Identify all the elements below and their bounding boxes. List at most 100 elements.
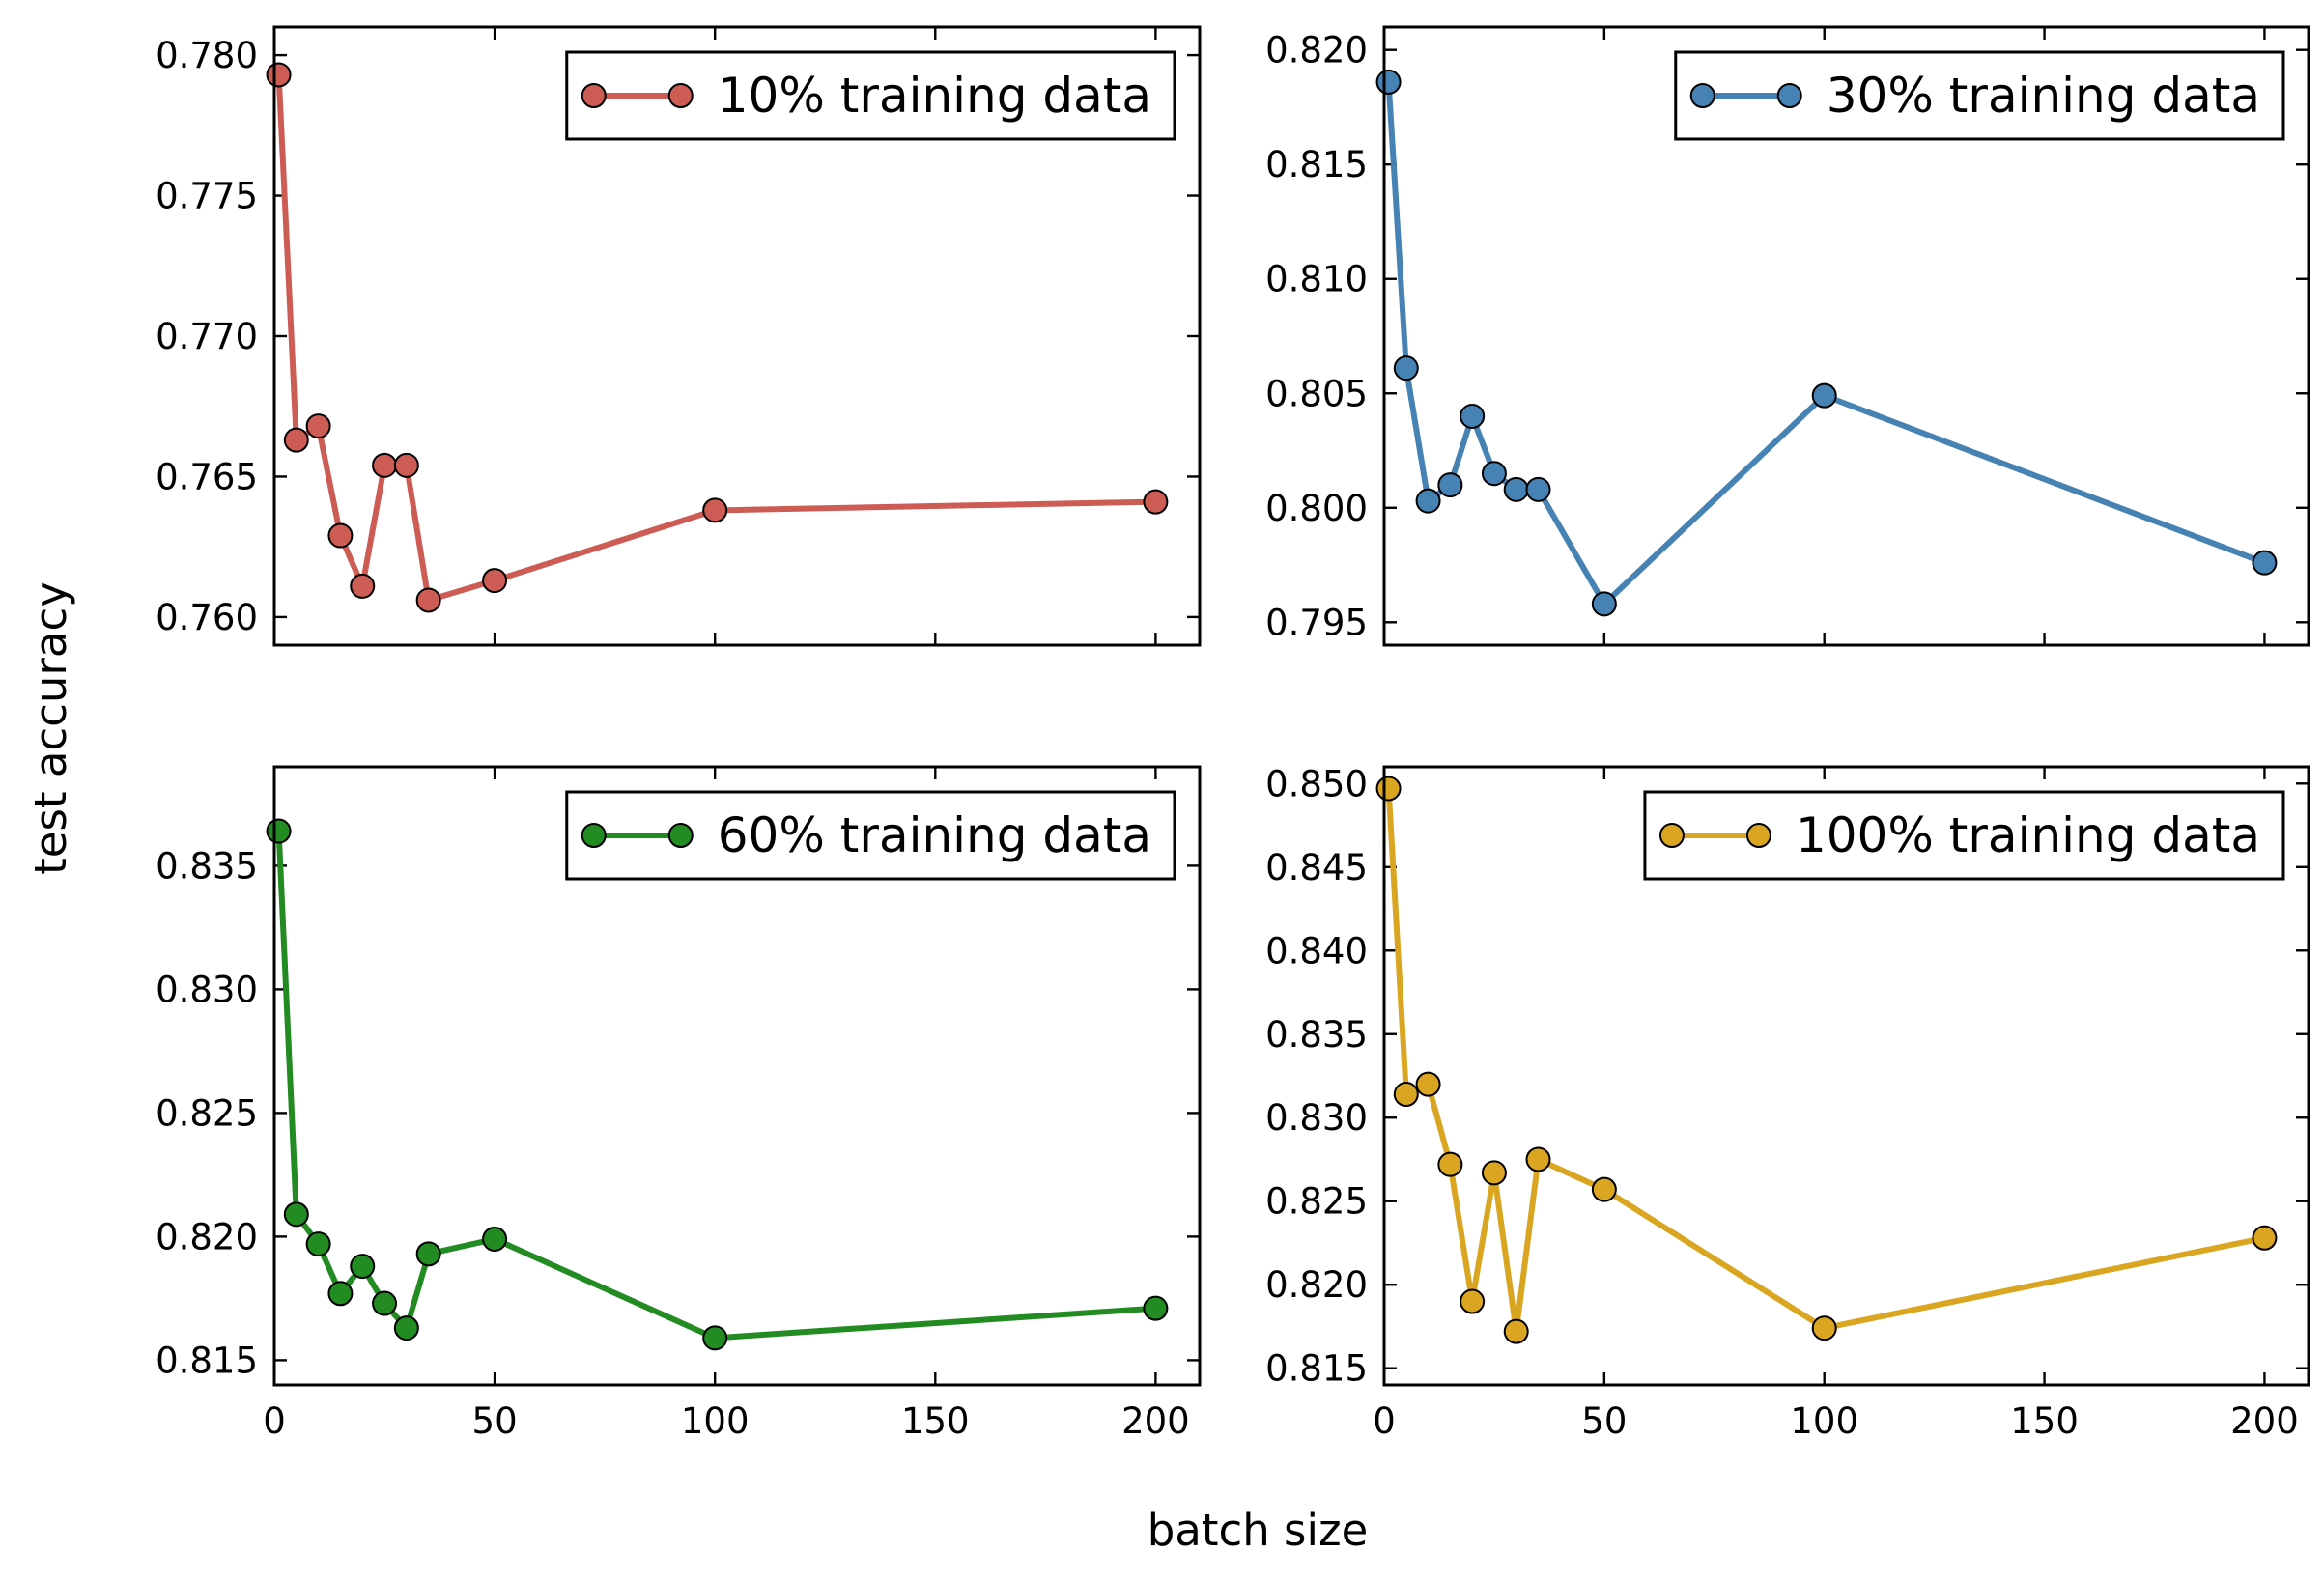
chart-panel-10pct: 0.760 0.765 0.770 0.775 0.780 10% training da… <box>156 25 1202 647</box>
data-point <box>327 1281 354 1307</box>
y-tick-label: 0.830 <box>1265 1097 1368 1139</box>
legend: 30% training data <box>1674 50 2285 141</box>
data-point <box>2252 1225 2278 1251</box>
x-axis-label: batch size <box>1148 1505 1369 1556</box>
legend-label: 100% training data <box>1796 807 2260 863</box>
data-point <box>702 1325 728 1351</box>
data-point <box>2252 550 2278 576</box>
x-tick-label: 50 <box>1581 1400 1627 1442</box>
y-tick-label: 0.825 <box>1265 1181 1368 1223</box>
y-tick-label: 0.835 <box>156 845 258 887</box>
legend-label: 60% training data <box>718 807 1151 863</box>
y-tick-label: 0.820 <box>1265 1264 1368 1306</box>
y-axis-label: test accuracy <box>25 581 76 875</box>
x-tick-label: 200 <box>2230 1400 2299 1442</box>
legend-marker <box>1776 83 1802 108</box>
data-point <box>372 1290 398 1316</box>
y-tick-label: 0.815 <box>1265 144 1368 185</box>
y-tick-label: 0.770 <box>156 316 258 357</box>
y-tick-label: 0.850 <box>1265 763 1368 805</box>
x-tick-label: 0 <box>1373 1400 1396 1442</box>
series-line-30pct <box>1385 81 2266 607</box>
data-point <box>1481 461 1507 487</box>
y-tick-label: 0.815 <box>156 1340 258 1381</box>
legend-marker <box>581 83 607 108</box>
x-tick-label: 200 <box>1121 1400 1190 1442</box>
data-point <box>1393 1082 1419 1108</box>
data-point <box>482 1226 508 1252</box>
data-point <box>393 452 419 478</box>
legend: 100% training data <box>1643 790 2285 881</box>
chart-panel-100pct: 0 50 100 150 200 0.815 0.820 0.825 0.830 0.835 0.8… <box>1265 763 2310 1442</box>
data-point <box>415 587 441 613</box>
data-point <box>305 1231 331 1257</box>
x-tick-label: 50 <box>472 1400 518 1442</box>
x-tick-label: 100 <box>681 1400 750 1442</box>
legend-marker <box>581 823 607 848</box>
data-point <box>1460 1288 1486 1314</box>
data-point <box>305 413 331 439</box>
data-point <box>702 497 728 523</box>
x-tick-label: 150 <box>901 1400 970 1442</box>
x-tick-label: 0 <box>263 1400 286 1442</box>
series-line-60pct <box>275 831 1156 1341</box>
legend-marker <box>1745 823 1771 848</box>
data-point <box>1811 1315 1837 1341</box>
data-point <box>283 427 309 453</box>
legend: 60% training data <box>565 790 1176 881</box>
legend-label: 30% training data <box>1827 68 2260 124</box>
data-point <box>266 818 292 844</box>
y-tick-label: 0.825 <box>156 1092 258 1134</box>
data-point <box>1525 476 1551 502</box>
axes-frame <box>272 765 1202 1387</box>
data-point <box>1591 1176 1617 1202</box>
data-point <box>1503 476 1529 502</box>
data-point <box>1415 1071 1441 1097</box>
y-tick-label: 0.815 <box>1265 1348 1368 1390</box>
y-tick-label: 0.765 <box>156 456 258 497</box>
y-tick-label: 0.835 <box>1265 1014 1368 1056</box>
data-point <box>393 1315 419 1341</box>
legend-marker <box>1658 823 1685 848</box>
data-point <box>283 1201 309 1228</box>
legend-marker <box>667 823 694 848</box>
legend-label: 10% training data <box>718 68 1151 124</box>
axes-frame <box>272 25 1202 647</box>
y-tick-label: 0.780 <box>156 35 258 76</box>
data-point <box>1393 355 1419 381</box>
chart-panel-30pct: 0.795 0.800 0.805 0.810 0.815 0.820 30% traini… <box>1265 25 2310 647</box>
legend: 10% training data <box>565 50 1176 141</box>
y-tick-label: 0.800 <box>1265 488 1368 529</box>
data-point <box>350 1254 376 1280</box>
data-point <box>1481 1160 1507 1186</box>
x-tick-label: 150 <box>2010 1400 2079 1442</box>
data-point <box>1460 403 1486 429</box>
data-point <box>266 62 292 88</box>
y-tick-label: 0.840 <box>1265 930 1368 972</box>
x-tick-label: 100 <box>1790 1400 1858 1442</box>
data-point <box>350 573 376 599</box>
axes-frame <box>1382 765 2310 1387</box>
data-point <box>1437 1151 1463 1177</box>
data-point <box>415 1241 441 1267</box>
data-point <box>1375 776 1402 802</box>
data-point <box>327 522 354 549</box>
y-tick-label: 0.820 <box>1265 30 1368 71</box>
data-point <box>1415 488 1441 514</box>
data-point <box>372 452 398 478</box>
y-tick-label: 0.820 <box>156 1216 258 1257</box>
data-point <box>1591 591 1617 617</box>
data-point <box>482 568 508 594</box>
data-point <box>1503 1318 1529 1344</box>
y-tick-label: 0.845 <box>1265 847 1368 889</box>
y-tick-label: 0.830 <box>156 969 258 1010</box>
data-point <box>1143 489 1169 515</box>
y-tick-label: 0.805 <box>1265 373 1368 414</box>
data-point <box>1375 69 1402 95</box>
y-tick-label: 0.760 <box>156 597 258 638</box>
legend-marker <box>667 83 694 108</box>
data-point <box>1437 472 1463 498</box>
chart-panel-60pct: 0 50 100 150 200 0.815 0.820 0.825 0.830 0.835 60%… <box>156 765 1202 1442</box>
